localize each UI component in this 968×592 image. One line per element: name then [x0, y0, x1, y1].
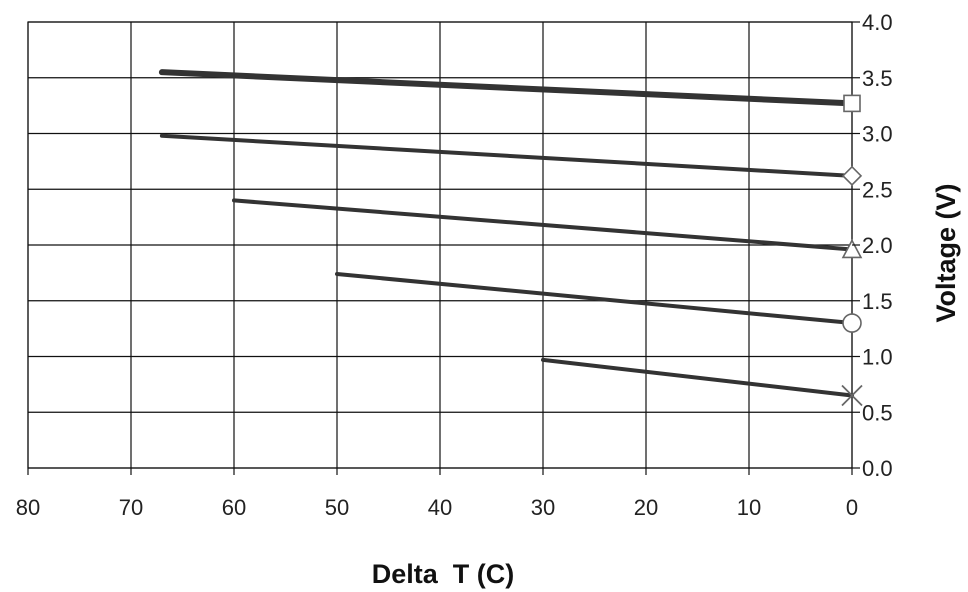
x-tick-label: 30: [531, 495, 555, 520]
square-marker: [843, 94, 861, 113]
x-tick-label: 40: [428, 495, 452, 520]
x-tick-label: 70: [119, 495, 143, 520]
series-line-x: [541, 357, 854, 398]
diamond-marker: [841, 165, 863, 187]
y-tick-label: 2.0: [862, 233, 893, 258]
y-tick-label: 1.5: [862, 289, 893, 314]
x-tick-label: 50: [325, 495, 349, 520]
series-line-diamond: [159, 133, 854, 178]
y-tick-label: 3.5: [862, 66, 893, 91]
grid: [27, 21, 853, 469]
x-tick-label: 80: [16, 495, 40, 520]
x-tick-label: 20: [634, 495, 658, 520]
series-line-square: [158, 69, 855, 107]
x-marker: [841, 384, 863, 407]
y-axis-ticks: 0.0 0.5 1.0 1.5 2.0 2.5 3.0 3.5 4.0: [852, 10, 893, 481]
series-line-triangle: [232, 198, 854, 252]
x-axis-title: Delta T (C): [372, 559, 515, 589]
y-tick-label: 2.5: [862, 177, 893, 202]
y-tick-label: 0.5: [862, 400, 893, 425]
y-tick-label: 4.0: [862, 10, 893, 35]
y-axis-title: Voltage (V): [931, 183, 961, 322]
y-tick-label: 1.0: [862, 345, 893, 370]
series-group: [158, 69, 863, 407]
y-tick-label: 0.0: [862, 456, 893, 481]
x-axis-ticks: 80 70 60 50 40 30 20 10 0: [16, 468, 858, 520]
x-tick-label: 0: [846, 495, 858, 520]
series-line-circle: [335, 271, 854, 326]
x-tick-label: 60: [222, 495, 246, 520]
circle-marker: [842, 313, 862, 333]
y-tick-label: 3.0: [862, 122, 893, 147]
triangle-marker: [841, 238, 863, 259]
x-tick-label: 10: [737, 495, 761, 520]
